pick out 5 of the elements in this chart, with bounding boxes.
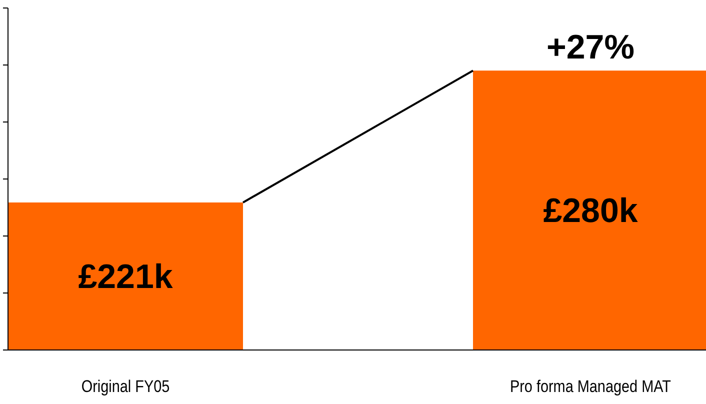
data-label: £280k: [543, 192, 638, 230]
data-label: £221k: [78, 258, 173, 296]
x-tick-label: Pro forma Managed MAT: [510, 378, 672, 396]
x-tick-label: Original FY05: [81, 378, 170, 396]
annotation: +27%: [546, 28, 634, 67]
